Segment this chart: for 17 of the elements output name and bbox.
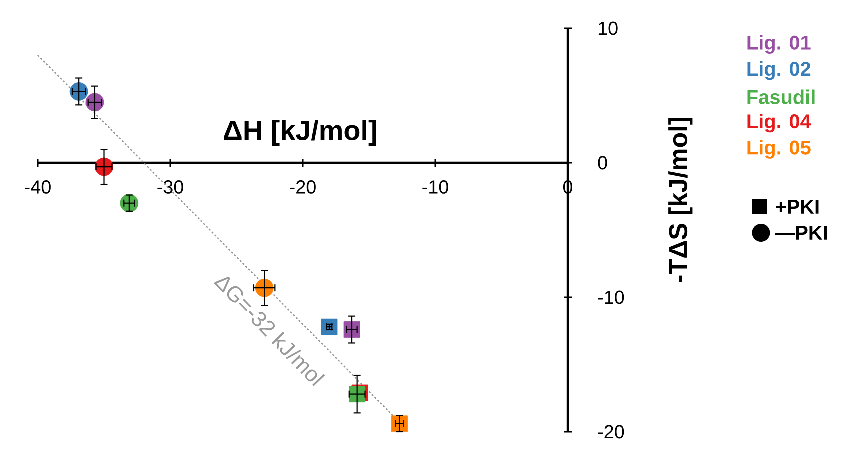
x-tick-label: -40	[25, 180, 51, 194]
text: Lig. 05	[748, 140, 811, 159]
text: +PKI	[776, 200, 819, 214]
y-tick-label: 0	[598, 156, 608, 170]
x-tick-label: -30	[158, 180, 184, 194]
y-tick-label: -20	[598, 425, 624, 439]
y-tick-label: 10	[598, 22, 618, 36]
y-tick-label: -10	[598, 290, 624, 304]
text: Lig. 01	[748, 35, 811, 54]
x-tick-label: -20	[290, 180, 316, 194]
x-tick-label: -10	[422, 180, 448, 194]
x-axis-title: ΔH [kJ/mol]	[224, 120, 376, 146]
text: Lig. 04	[748, 114, 812, 133]
text: —PKI	[775, 226, 828, 240]
y-axis-title: -TΔS [kJ/mol]	[668, 118, 693, 282]
text: Lig. 02	[748, 62, 811, 80]
text: Fasudil	[748, 90, 815, 104]
